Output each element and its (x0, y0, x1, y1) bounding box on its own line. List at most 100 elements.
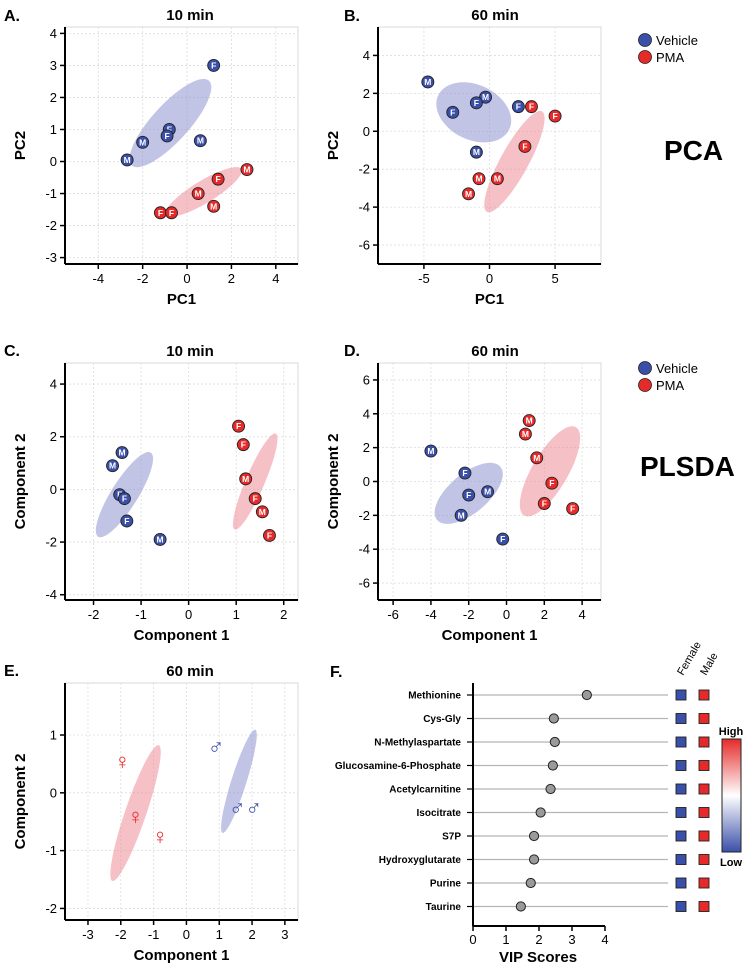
colorbar-low-label: Low (720, 857, 742, 869)
y-tick-label: -6 (358, 238, 370, 253)
data-point-pma (232, 419, 246, 433)
data-point-vehicle (496, 532, 510, 546)
data-point-pma (255, 505, 269, 519)
y-tick-label: 6 (363, 372, 370, 387)
data-point-sex-label: M (522, 429, 529, 439)
y-tick-label: 2 (50, 429, 57, 444)
data-point-pma (518, 427, 532, 441)
pca-heading: PCA (664, 135, 723, 166)
x-tick-label: 3 (568, 932, 575, 947)
panel-title: 60 min (166, 663, 214, 680)
data-point-vehicle (479, 90, 493, 104)
confidence-ellipse-vehicle (436, 82, 512, 143)
y-tick-label: 1 (50, 122, 57, 137)
heatmap-cell-female (675, 760, 687, 771)
x-tick-label: 0 (486, 271, 493, 286)
data-point-sex-label: F (522, 141, 527, 151)
data-point-pma (191, 187, 205, 200)
female-symbol-point: ♀ (152, 824, 169, 849)
heatmap-cell-male (698, 713, 710, 724)
panel-title: 10 min (166, 343, 214, 360)
x-tick-label: -1 (135, 607, 147, 622)
data-point-sex-label: F (552, 111, 557, 121)
data-point-sex-label: M (484, 487, 491, 497)
y-tick-label: 0 (50, 785, 57, 800)
data-point-pma (490, 172, 504, 186)
y-tick-label: -1 (45, 843, 57, 858)
data-point-sex-label: M (526, 416, 533, 426)
male-symbol-point: ♂ (229, 795, 246, 820)
data-point-pma (518, 139, 532, 153)
data-point-sex-label: F (169, 208, 174, 218)
data-point-vehicle (481, 485, 495, 499)
x-axis-label: PC1 (167, 291, 196, 308)
x-tick-label: -6 (387, 607, 399, 622)
legend-vehicle-label: Vehicle (656, 361, 698, 376)
data-point-sex-label: M (473, 147, 480, 157)
data-point-sex-label: M (210, 201, 217, 211)
heatmap-cell-female (675, 783, 687, 795)
data-point-sex-label: M (119, 448, 126, 458)
panel-label: E. (4, 663, 19, 680)
lollipop-point (528, 854, 540, 865)
confidence-ellipse-pma (519, 426, 581, 517)
data-point-vehicle (106, 459, 120, 473)
y-tick-label: 4 (50, 377, 57, 392)
data-point-pma (165, 206, 178, 220)
data-point-vehicle (511, 100, 525, 114)
panel-label: A. (4, 8, 20, 25)
x-tick-label: -2 (88, 607, 100, 622)
data-point-vehicle (454, 508, 468, 522)
data-point-pma (236, 438, 250, 452)
y-axis-label: Component 2 (12, 754, 29, 850)
plot-frame (64, 682, 299, 921)
y-tick-label: -2 (45, 901, 57, 916)
y-tick-label: 2 (363, 86, 370, 101)
data-point-vehicle (424, 444, 438, 458)
data-point-sex-label: F (529, 102, 534, 112)
x-axis-label: Component 1 (134, 627, 230, 644)
y-axis-label: PC2 (325, 131, 342, 160)
x-tick-label: 5 (551, 271, 558, 286)
y-tick-label: -3 (45, 250, 57, 265)
heatmap-cell-male (698, 783, 710, 795)
data-point-sex-label: F (236, 421, 241, 431)
y-tick-label: 4 (363, 406, 370, 421)
x-tick-label: -3 (82, 927, 94, 942)
heatmap-cell-male (698, 736, 710, 748)
y-axis-label: Component 2 (325, 434, 342, 530)
y-tick-label: -2 (358, 162, 370, 177)
data-point-sex-label: M (109, 461, 116, 471)
metabolite-label: Purine (430, 879, 462, 890)
data-point-sex-label: M (124, 155, 131, 165)
data-point-sex-label: F (500, 534, 505, 544)
data-point-vehicle (117, 492, 131, 506)
y-tick-label: -2 (45, 535, 57, 550)
y-tick-label: -4 (358, 200, 370, 215)
data-point-sex-label: F (570, 504, 575, 514)
data-point-vehicle (446, 105, 460, 119)
data-point-vehicle (469, 145, 483, 159)
confidence-ellipse-pma (484, 110, 545, 213)
colorbar (721, 738, 742, 853)
panel-d: -6 -4 -2 0 2 4 -6 -4 -2 0 2 4 6D. 60 min Component 1 Co… (325, 343, 602, 644)
data-point-sex-label: M (465, 189, 472, 199)
panel-c: -2 -1 0 1 2 -4 -2 0 2 4 C. 10 min Component 1 Compone… (4, 343, 299, 644)
x-tick-label: 2 (248, 927, 255, 942)
data-point-sex-label: F (450, 107, 455, 117)
heatmap-cell-male (698, 877, 710, 889)
lollipop-point (581, 689, 592, 701)
legend-vehicle-label: Vehicle (656, 33, 698, 48)
y-tick-label: 0 (363, 474, 370, 489)
data-point-sex-label: M (475, 174, 482, 184)
y-tick-label: -2 (45, 218, 57, 233)
legend-pma-marker (638, 50, 652, 64)
data-point-sex-label: M (482, 92, 489, 102)
data-point-sex-label: M (259, 507, 266, 517)
data-point-pma (211, 172, 225, 186)
lollipop-point (525, 877, 536, 889)
y-tick-label: 3 (50, 58, 57, 73)
x-axis-label: Component 1 (134, 947, 230, 964)
data-point-pma (566, 502, 580, 516)
data-point-sex-label: M (243, 165, 250, 175)
